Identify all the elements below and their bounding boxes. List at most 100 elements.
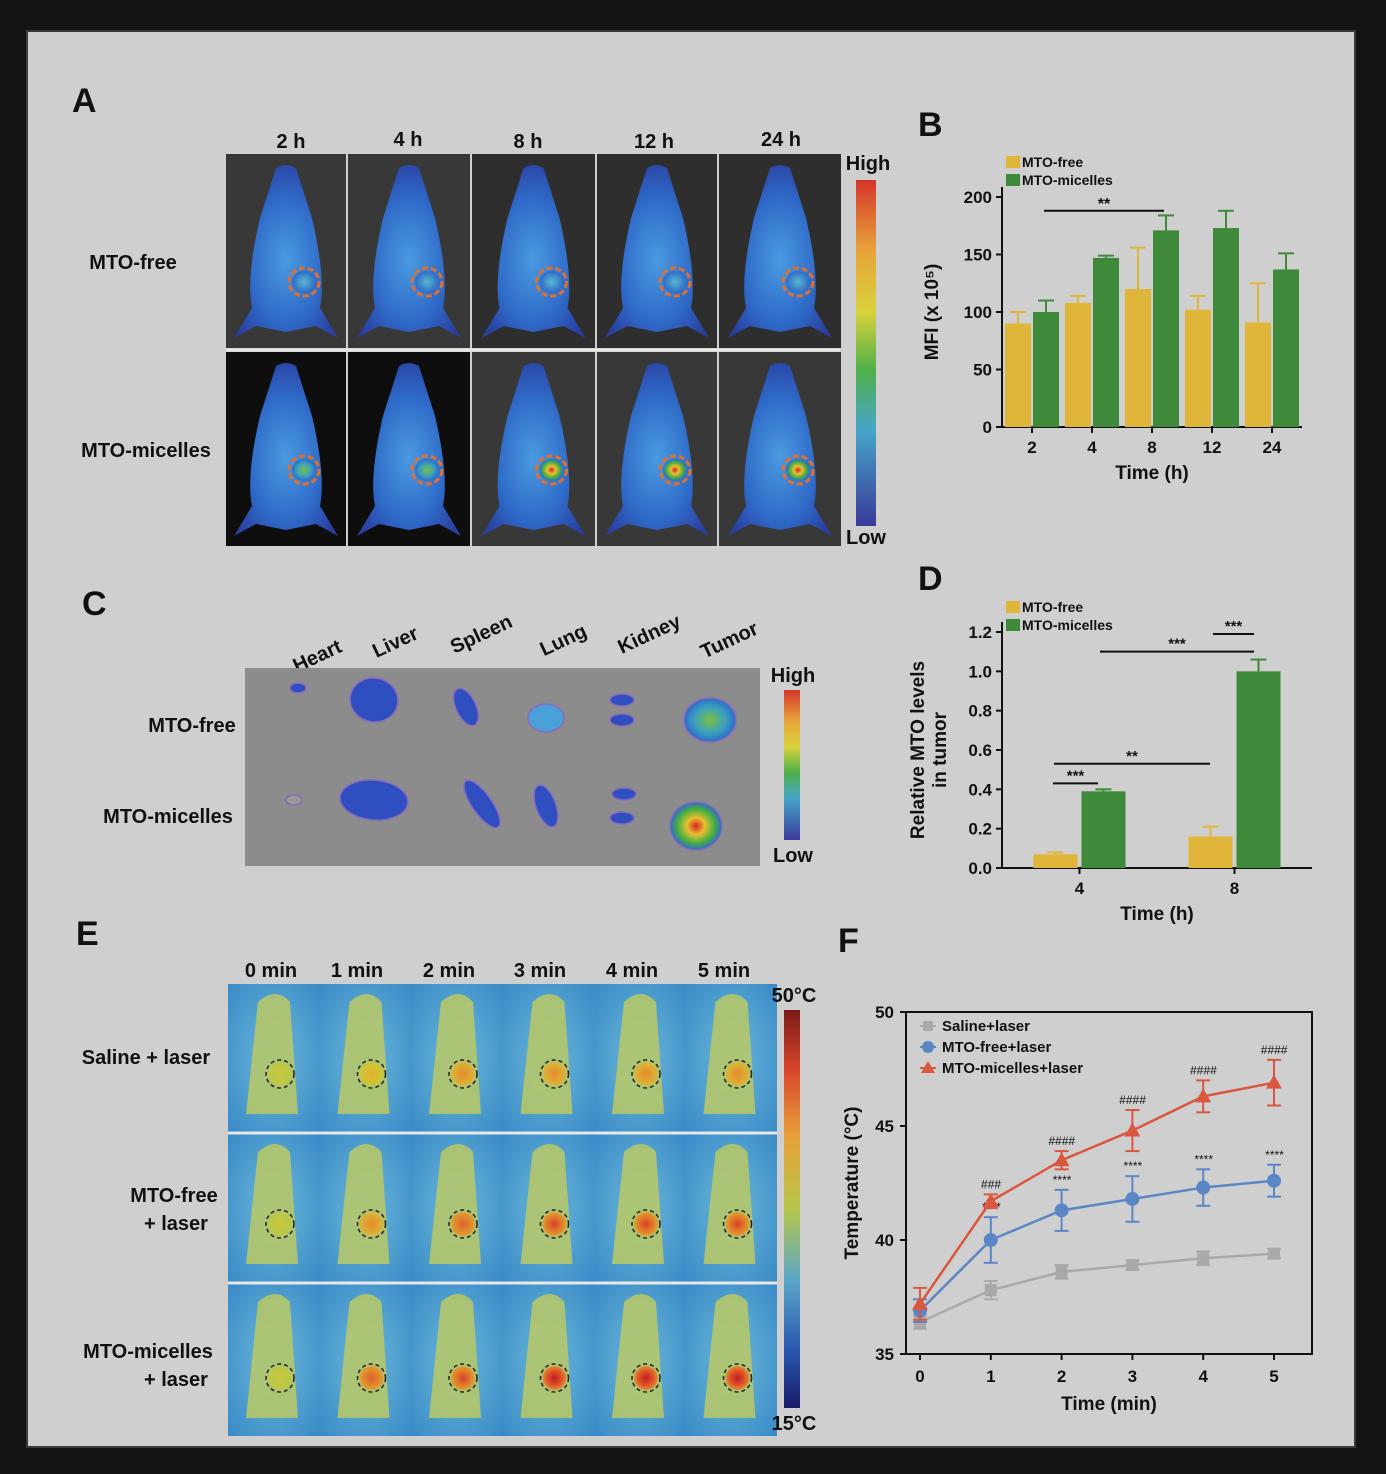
tumor-heat-spot (634, 1212, 658, 1236)
mouse-body (728, 363, 832, 536)
organ-signal (463, 779, 501, 829)
x-tick-label: 3 (1128, 1367, 1137, 1386)
organ-signal (609, 713, 635, 727)
y-tick-label: 50 (875, 1003, 894, 1022)
timepoint-label: 3 min (514, 960, 566, 982)
row-label-mto-micelles: MTO-micelles (83, 1341, 213, 1363)
x-axis-label: Time (h) (1115, 463, 1189, 484)
significance-label: #### (1119, 1093, 1146, 1107)
thermal-timepoint-labels: 0 min 1 min 2 min 3 min 4 min 5 min (245, 960, 750, 982)
row-label-mto-free: MTO-free (148, 715, 235, 737)
data-point (1266, 1074, 1282, 1089)
x-tick-label: 12 (1203, 438, 1222, 457)
bar (1185, 309, 1211, 427)
row-label-mto-free: MTO-free (130, 1185, 217, 1207)
y-axis-label: Relative MTO levels (908, 661, 929, 839)
data-point (1124, 1122, 1141, 1137)
significance-label: *** (1067, 767, 1085, 784)
y-axis-label: MFI (x 10⁵) (922, 264, 943, 361)
row-label-mto-free: MTO-free (89, 252, 176, 274)
organ-label: Kidney (615, 610, 686, 658)
mouse-body (605, 363, 709, 536)
tumor-roi-circle (658, 266, 692, 298)
data-point (1053, 1152, 1070, 1167)
panel-a-timepoint-labels: 2 h 4 h 8 h 12 h 24 h (277, 129, 801, 153)
x-tick-label: 4 (1075, 879, 1085, 898)
bar (1125, 289, 1151, 427)
tumor-heat-spot (725, 1212, 750, 1236)
organ-label: Liver (369, 622, 422, 662)
panel-letter-b: B (918, 106, 943, 144)
bar (1245, 322, 1271, 427)
data-point (982, 1193, 999, 1208)
tumor-roi-circle (410, 454, 444, 486)
panel-letter-e: E (76, 915, 99, 953)
mouse-body (481, 363, 586, 536)
plot-frame (905, 1011, 1313, 1355)
tumor-roi-circle (265, 1059, 295, 1089)
bar (1273, 269, 1299, 427)
x-tick-label: 0 (915, 1367, 924, 1386)
chart-d-relative-mto: 0.0 0.2 0.4 0.6 0.8 1.0 1.2 4 8 Time (h) Relative … (908, 599, 1312, 925)
tumor-roi-circle (535, 454, 568, 486)
row-label-mto-micelles: MTO-micelles (81, 440, 211, 462)
tumor-roi-circle (356, 1363, 387, 1393)
y-tick-label: 35 (875, 1345, 894, 1364)
legend-swatch (1006, 156, 1020, 168)
scale-low-label: Low (773, 845, 813, 867)
data-point (1197, 1252, 1210, 1265)
tumor-heat-spot (451, 1212, 475, 1236)
tumor-signal (539, 271, 564, 293)
in-vivo-image-grid (226, 154, 841, 546)
organ-signal (349, 677, 399, 723)
legend-label: MTO-free (1022, 154, 1083, 170)
organ-label: Tumor (697, 618, 762, 664)
tumor-heat-spot (634, 1062, 658, 1086)
tumor-roi-circle (631, 1363, 661, 1393)
tumor-roi-circle (535, 266, 568, 298)
tumor-heat-spot (359, 1062, 384, 1086)
tumor-roi-circle (356, 1059, 387, 1089)
timepoint-label: 2 min (423, 960, 475, 982)
panel-c: C Heart Liver Spleen Lung Kidney Tumor M… (82, 585, 815, 867)
legend-marker (923, 1021, 933, 1031)
data-point (1125, 1191, 1140, 1206)
tumor-roi-circle (722, 1209, 753, 1239)
data-point (1196, 1180, 1211, 1195)
significance-label: #### (1190, 1063, 1217, 1077)
series-line (918, 1081, 1275, 1305)
panel-a: A 2 h 4 h 8 h 12 h 24 h MTO-free MTO-mic… (72, 82, 890, 549)
timepoint-label: 1 min (331, 960, 383, 982)
bar (1033, 312, 1059, 427)
organ-signal (609, 811, 635, 825)
tumor-roi-circle (539, 1363, 570, 1393)
legend-label: MTO-micelles (1022, 617, 1113, 633)
organ-signal (611, 787, 637, 801)
x-tick-label: 2 (1027, 438, 1036, 457)
data-point (1126, 1259, 1139, 1272)
panel-letter-f: F (838, 922, 859, 960)
bar (1033, 854, 1078, 868)
timepoint-label: 4 min (606, 960, 658, 982)
organ-signal (289, 682, 307, 694)
timepoint-label: 4 h (394, 129, 423, 151)
significance-label: **** (1194, 1152, 1213, 1166)
tumor-signal (539, 459, 564, 481)
tumor-roi-circle (722, 1363, 753, 1393)
organ-signal (669, 801, 723, 851)
series-line (919, 1252, 1275, 1324)
tumor-roi-circle (448, 1059, 478, 1089)
organ-signal (533, 784, 559, 828)
organ-signal (339, 779, 409, 821)
bar (1236, 671, 1281, 868)
x-tick-label: 2 (1057, 1367, 1066, 1386)
timepoint-label: 12 h (634, 131, 674, 153)
row-label-mto-micelles: MTO-micelles (103, 806, 233, 828)
intensity-color-scale (856, 180, 876, 526)
significance-label: *** (1225, 618, 1243, 635)
